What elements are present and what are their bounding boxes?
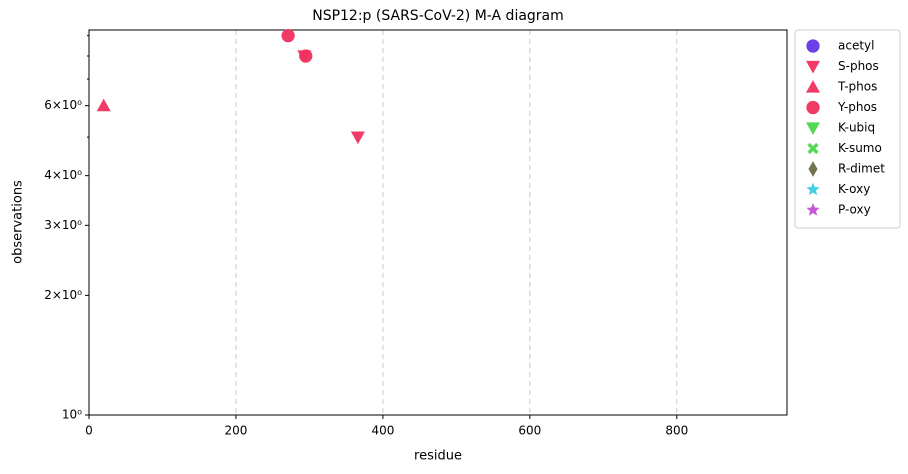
- x-tick-label: 600: [518, 424, 541, 438]
- y-tick-label: 4×10⁰: [44, 168, 82, 182]
- point: [299, 49, 313, 63]
- legend-label: acetyl: [838, 39, 874, 53]
- point: [350, 131, 365, 145]
- y-tick-label: 6×10⁰: [44, 98, 82, 112]
- legend-marker: [807, 142, 819, 155]
- legend-label: R-dimet: [838, 162, 885, 176]
- legend-label: K-ubiq: [838, 121, 875, 135]
- legend-label: Y-phos: [837, 100, 877, 114]
- legend-marker: [808, 161, 818, 177]
- chart-title: NSP12:p (SARS-CoV-2) M-A diagram: [312, 8, 564, 24]
- y-tick-label: 2×10⁰: [44, 288, 82, 302]
- legend-label: K-oxy: [838, 182, 870, 196]
- legend-marker: [806, 203, 820, 216]
- legend-box: [794, 29, 901, 229]
- point: [96, 98, 111, 112]
- legend-marker: [806, 182, 820, 196]
- legend-marker: [806, 80, 820, 93]
- x-tick-label: 200: [224, 424, 247, 438]
- legend-label: P-oxy: [838, 203, 871, 217]
- legend-marker: [806, 100, 820, 115]
- legend-marker: [806, 60, 820, 74]
- legend-marker: [806, 122, 820, 135]
- y-tick-label: 3×10⁰: [44, 218, 82, 232]
- point: [281, 29, 295, 43]
- legend-marker: [806, 39, 820, 53]
- x-axis-label: residue: [414, 449, 462, 464]
- y-tick-label: 10⁰: [62, 408, 82, 422]
- plot-frame: [88, 29, 788, 416]
- x-tick-label: 800: [665, 424, 688, 438]
- x-tick-label: 400: [371, 424, 394, 438]
- y-axis-label: observations: [11, 180, 26, 264]
- legend-label: K-sumo: [838, 141, 882, 155]
- legend-label: S-phos: [838, 59, 879, 73]
- x-tick-label: 0: [85, 424, 93, 438]
- legend-label: T-phos: [837, 80, 877, 94]
